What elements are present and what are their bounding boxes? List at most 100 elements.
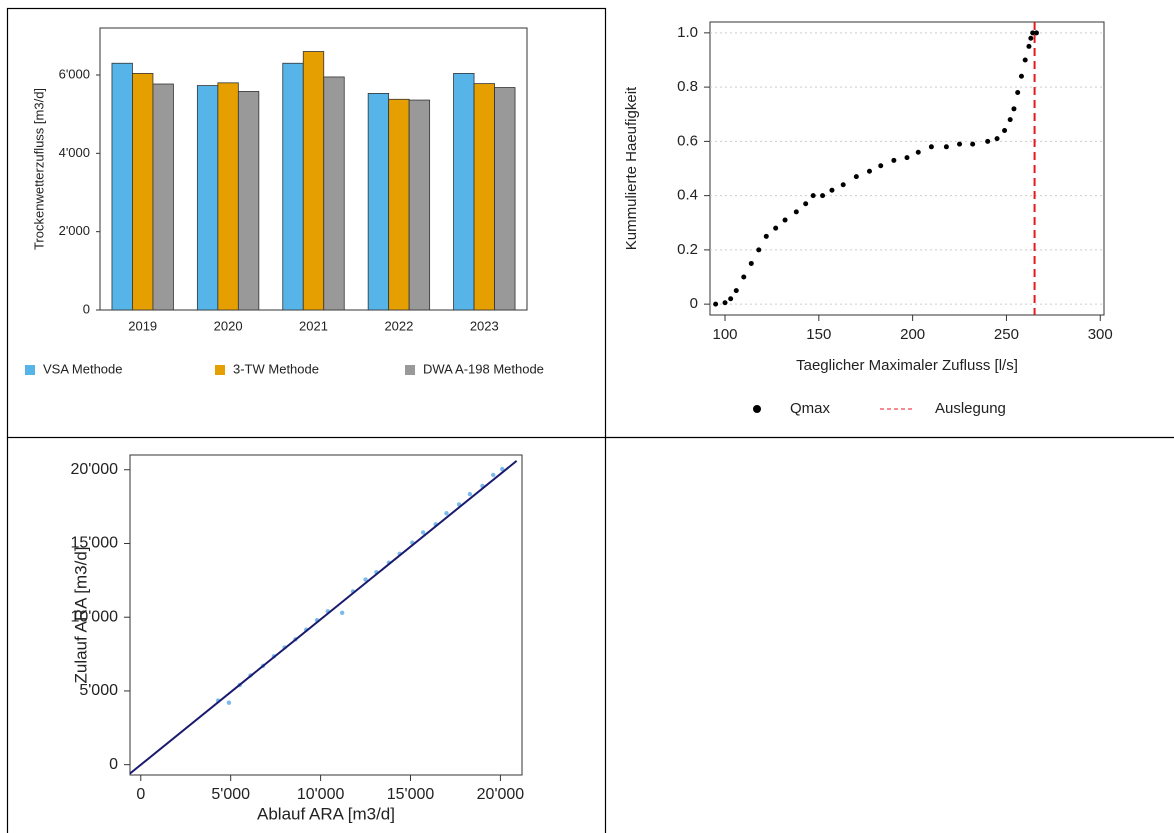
point bbox=[943, 144, 949, 150]
x-tick-label: 300 bbox=[1088, 326, 1113, 343]
legend-label: DWA A-198 Methode bbox=[423, 361, 544, 376]
point bbox=[915, 149, 921, 155]
bar bbox=[323, 76, 345, 311]
y-tick-label: 0 bbox=[109, 756, 118, 773]
point bbox=[803, 201, 809, 207]
point bbox=[444, 511, 449, 516]
bar bbox=[217, 82, 239, 311]
point bbox=[1028, 35, 1034, 41]
point bbox=[793, 209, 799, 215]
x-tick-label: 2020 bbox=[214, 318, 243, 333]
point bbox=[420, 530, 426, 535]
point bbox=[722, 300, 728, 306]
legend-swatch bbox=[405, 365, 415, 375]
bar bbox=[408, 99, 431, 311]
point bbox=[810, 193, 816, 199]
x-axis-label: Ablauf ARA [m3/d] bbox=[257, 804, 395, 823]
point bbox=[226, 700, 232, 705]
point bbox=[339, 610, 345, 615]
point bbox=[878, 163, 884, 169]
y-axis-label: Trockenwetterzufluss [m3/d] bbox=[31, 88, 46, 250]
bar bbox=[473, 83, 495, 311]
point bbox=[756, 247, 762, 253]
point bbox=[1015, 90, 1021, 96]
x-tick-label: 2022 bbox=[384, 318, 413, 333]
point bbox=[928, 144, 934, 150]
legend-label: Auslegung bbox=[935, 400, 1006, 417]
x-tick-label: 0 bbox=[136, 786, 145, 803]
point bbox=[782, 217, 788, 223]
x-tick-label: 200 bbox=[900, 326, 925, 343]
legend-swatch bbox=[215, 365, 225, 375]
x-tick-label: 15'000 bbox=[387, 786, 435, 803]
bar bbox=[152, 83, 174, 311]
point bbox=[1002, 128, 1008, 134]
y-tick-label: 2'000 bbox=[59, 223, 90, 238]
point bbox=[1022, 57, 1028, 63]
x-tick-label: 100 bbox=[712, 326, 737, 343]
y-tick-label: 5'000 bbox=[79, 682, 118, 699]
point bbox=[741, 274, 747, 280]
legend-label: VSA Methode bbox=[43, 361, 123, 376]
point bbox=[763, 233, 769, 239]
bar bbox=[282, 62, 304, 311]
point bbox=[467, 491, 473, 497]
x-tick-label: 5'000 bbox=[211, 786, 250, 803]
x-tick-label: 150 bbox=[806, 326, 831, 343]
point bbox=[1007, 117, 1013, 123]
bar bbox=[196, 85, 219, 311]
y-axis-label: Zulauf ARA [m3/d] bbox=[71, 546, 90, 683]
point bbox=[957, 141, 963, 147]
bar bbox=[388, 98, 410, 311]
bar bbox=[237, 91, 260, 311]
x-tick-label: 10'000 bbox=[297, 786, 345, 803]
x-axis-label: Taeglicher Maximaler Zufluss [l/s] bbox=[796, 357, 1018, 374]
y-tick-label: 15'000 bbox=[70, 535, 118, 552]
point bbox=[713, 301, 719, 307]
point bbox=[500, 466, 505, 472]
y-tick-label: 0.2 bbox=[677, 241, 698, 258]
point bbox=[994, 136, 1000, 142]
y-tick-label: 0.4 bbox=[677, 187, 698, 204]
point bbox=[773, 225, 779, 231]
x-tick-label: 20'000 bbox=[477, 786, 525, 803]
y-tick-label: 0 bbox=[83, 301, 90, 316]
point bbox=[1030, 30, 1036, 36]
bar bbox=[302, 51, 325, 311]
point bbox=[363, 577, 368, 582]
bar bbox=[453, 73, 475, 311]
point bbox=[1026, 43, 1032, 49]
fit-line bbox=[129, 460, 518, 775]
point bbox=[748, 260, 754, 266]
point bbox=[970, 141, 976, 147]
y-tick-label: 20'000 bbox=[70, 461, 118, 478]
y-tick-label: 0.8 bbox=[677, 78, 698, 95]
point bbox=[733, 288, 739, 294]
point bbox=[829, 187, 835, 193]
x-tick-label: 2023 bbox=[470, 318, 499, 333]
x-tick-label: 2021 bbox=[299, 318, 328, 333]
point bbox=[728, 296, 734, 302]
point bbox=[904, 155, 910, 161]
point bbox=[1033, 30, 1039, 36]
point bbox=[891, 157, 897, 163]
point bbox=[820, 193, 826, 199]
point bbox=[985, 138, 991, 144]
point bbox=[1018, 73, 1024, 79]
plot-frame bbox=[129, 454, 523, 776]
bar bbox=[132, 73, 154, 311]
legend-label: Qmax bbox=[790, 400, 831, 417]
x-tick-label: 2019 bbox=[128, 318, 157, 333]
bar bbox=[111, 62, 133, 311]
y-axis-label: Kummulierte Haeufigkeit bbox=[623, 86, 640, 250]
point bbox=[840, 182, 846, 188]
point bbox=[853, 174, 859, 180]
y-tick-label: 0 bbox=[690, 295, 698, 312]
y-tick-label: 10'000 bbox=[70, 608, 118, 625]
legend-marker bbox=[753, 405, 761, 413]
plot-frame bbox=[709, 21, 1105, 316]
y-tick-label: 0.6 bbox=[677, 132, 698, 149]
bar bbox=[494, 87, 516, 311]
legend-label: 3-TW Methode bbox=[233, 361, 319, 376]
